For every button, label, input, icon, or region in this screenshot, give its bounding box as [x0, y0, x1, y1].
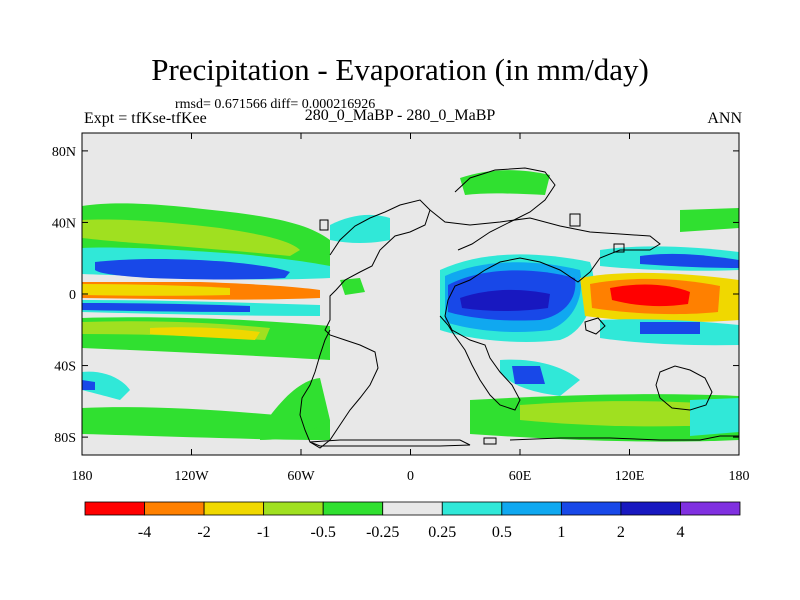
field-npac-blue: [95, 259, 290, 280]
y-tick-label: 0: [69, 288, 76, 303]
y-tick-label: 80N: [52, 145, 76, 160]
y-tick-label: 80S: [54, 431, 76, 446]
colorbar-label: -2: [197, 524, 210, 541]
field-south-cyan-w: [82, 371, 130, 400]
outline-americas: [299, 199, 431, 449]
colorbar-label: 0.5: [492, 524, 512, 541]
field-npac-lightgreen: [82, 219, 300, 256]
colorbar-swatch: [263, 501, 324, 516]
colorbar-swatch: [620, 501, 681, 516]
outline-greenland: [454, 167, 556, 251]
y-ticks: 80N 40N 0 40S 80S: [52, 145, 739, 446]
colorbar-swatch: [560, 501, 622, 516]
field-sa-green: [260, 378, 330, 440]
x-tick-label: 180: [72, 469, 93, 484]
chart-stats: rmsd= 0.671566 diff= 0.000216926: [175, 97, 376, 112]
x-tick-label: 60E: [509, 469, 532, 484]
field-wpac-red: [610, 284, 690, 307]
outline-japan: [569, 213, 581, 227]
colorbar-swatch: [501, 501, 562, 516]
colorbar-swatch: [382, 501, 443, 516]
field-arctic-green: [460, 170, 550, 195]
colorbar-label: 2: [617, 524, 625, 541]
colorbar-swatch: [680, 501, 741, 516]
colorbar-swatch: [322, 501, 384, 516]
field-io-darkblue: [460, 289, 550, 311]
colorbar-label: -0.5: [311, 524, 336, 541]
continent-outlines: [299, 167, 739, 449]
colorbar-swatch: [84, 501, 145, 516]
field-south-blue-w: [82, 380, 95, 390]
colorbar-label: 1: [557, 524, 565, 541]
colorbar-swatch: [203, 501, 265, 516]
experiment-label: Expt = tfKse-tfKee: [84, 110, 207, 127]
outline-australia: [655, 365, 713, 411]
colorbar-swatch: [441, 501, 503, 516]
field-eq-blue: [82, 303, 250, 312]
colorbar-label: -0.25: [366, 524, 399, 541]
chart-title: Precipitation - Evaporation (in mm/day): [151, 52, 649, 87]
outline-islands: [319, 219, 625, 445]
outline-antarctica: [309, 439, 471, 447]
field-south-lightgreen-e: [520, 401, 720, 427]
field-sio-blue: [512, 366, 545, 384]
field-south-cyan-e: [690, 398, 739, 436]
y-tick-label: 40S: [54, 360, 76, 375]
x-tick-label: 120E: [615, 469, 645, 484]
x-tick-label: 120W: [174, 469, 209, 484]
colorbar-swatch: [144, 501, 205, 516]
field-wpac-npac-green: [680, 208, 739, 232]
y-tick-label: 40N: [52, 216, 76, 231]
x-tick-label: 60W: [287, 469, 315, 484]
colorbar: [84, 501, 741, 516]
colorbar-label: -1: [257, 524, 270, 541]
colorbar-label: -4: [138, 524, 151, 541]
colorbar-label: 0.25: [428, 524, 456, 541]
field-spac-yellow: [150, 327, 260, 340]
case-label: 280_0_MaBP - 280_0_MaBP: [304, 107, 496, 124]
field-eq-yellow: [82, 284, 230, 296]
x-ticks: 180 120W 60W 0 60E 120E 180: [72, 133, 750, 484]
map-plot-area: [82, 133, 739, 455]
x-tick-label: 180: [729, 469, 750, 484]
field-wpac-south-blue: [640, 322, 700, 334]
outline-antarctica-east: [509, 435, 739, 441]
season-label: ANN: [707, 110, 742, 127]
colorbar-labels: -4 -2 -1 -0.5 -0.25 0.25 0.5 1 2 4: [138, 524, 685, 541]
field-natl-green: [340, 278, 365, 295]
field-wpac-blue: [640, 253, 739, 268]
colorbar-label: 4: [676, 524, 684, 541]
x-tick-label: 0: [407, 469, 414, 484]
outline-maritime: [584, 317, 606, 335]
outline-eurasia: [429, 209, 661, 411]
